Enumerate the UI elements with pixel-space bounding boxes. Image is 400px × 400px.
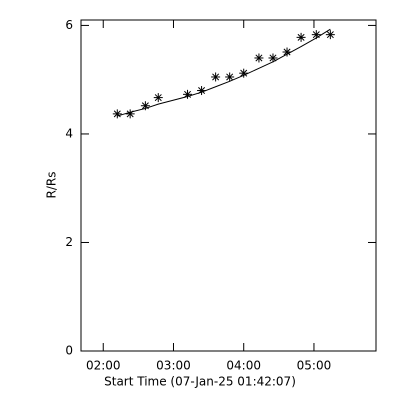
x-tick-label: 02:00: [86, 359, 121, 373]
x-tick-label: 04:00: [226, 359, 261, 373]
point-stroke: [283, 48, 291, 56]
point-stroke: [269, 54, 277, 62]
point-stroke: [312, 31, 320, 39]
point: [153, 93, 163, 103]
point: [225, 72, 235, 82]
point: [296, 32, 306, 42]
point-stroke: [154, 94, 162, 102]
point-stroke: [226, 73, 234, 81]
x-tick-label: 03:00: [156, 359, 191, 373]
point-stroke: [255, 54, 263, 62]
y-tick-label: 6: [65, 18, 73, 32]
x-axis-label: Start Time (07-Jan-25 01:42:07): [104, 375, 296, 389]
point-stroke: [326, 31, 334, 39]
point-stroke: [240, 69, 248, 77]
plot-frame: [80, 19, 377, 352]
point-stroke: [297, 33, 305, 41]
point: [112, 109, 122, 119]
point-stroke: [141, 102, 149, 110]
point-stroke: [184, 90, 192, 98]
point: [254, 53, 264, 63]
point: [268, 53, 278, 63]
point: [239, 68, 249, 78]
point-stroke: [113, 110, 121, 118]
point: [325, 30, 335, 40]
point: [211, 72, 221, 82]
fit-line: [117, 28, 331, 117]
y-tick-label: 0: [65, 344, 73, 358]
x-tick-label: 05:00: [297, 359, 332, 373]
point-stroke: [212, 73, 220, 81]
y-tick-label: 4: [65, 126, 73, 140]
point: [183, 89, 193, 99]
y-tick-label: 2: [65, 235, 73, 249]
point: [125, 109, 135, 119]
y-axis-label: R/Rs: [45, 172, 59, 199]
